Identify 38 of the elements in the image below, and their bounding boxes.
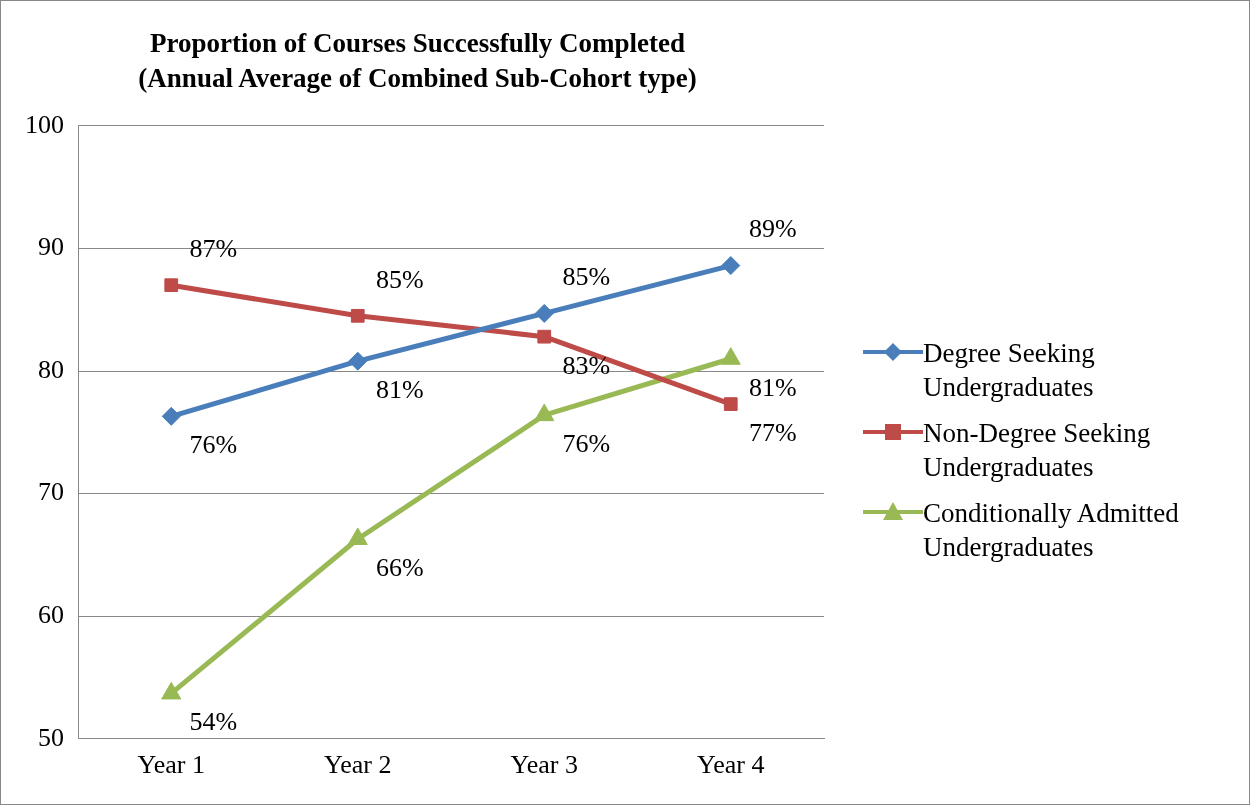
point bbox=[350, 308, 365, 323]
y-tick-label: 70 bbox=[38, 477, 64, 507]
point bbox=[537, 329, 552, 344]
legend-label: Non-Degree Seeking Undergraduates bbox=[923, 417, 1152, 484]
x-tick-label: Year 4 bbox=[697, 750, 765, 780]
data-label: 76% bbox=[189, 430, 238, 460]
data-label: 77% bbox=[748, 417, 797, 447]
data-label: 76% bbox=[562, 428, 611, 458]
y-tick-label: 50 bbox=[38, 722, 64, 752]
data-label: 66% bbox=[375, 552, 424, 582]
data-label: 87% bbox=[189, 234, 238, 264]
point bbox=[348, 351, 368, 371]
data-label: 83% bbox=[562, 350, 611, 380]
y-tick-label: 60 bbox=[38, 600, 64, 630]
point bbox=[161, 406, 181, 426]
data-label: 81% bbox=[748, 372, 797, 402]
x-tick-label: Year 3 bbox=[510, 750, 578, 780]
x-tick-label: Year 2 bbox=[324, 750, 392, 780]
point bbox=[347, 527, 368, 545]
y-tick-label: 80 bbox=[38, 354, 64, 384]
point bbox=[723, 397, 738, 411]
y-tick-label: 100 bbox=[25, 109, 64, 139]
point bbox=[164, 278, 179, 293]
legend-label: Degree Seeking Undergraduates bbox=[923, 337, 1096, 404]
chart-subtitle: (Annual Average of Combined Sub-Cohort type) bbox=[138, 62, 697, 93]
point bbox=[721, 256, 741, 276]
point bbox=[534, 403, 555, 422]
data-label: 54% bbox=[189, 707, 238, 737]
data-label: 85% bbox=[375, 264, 424, 294]
data-label: 85% bbox=[562, 262, 611, 292]
point bbox=[161, 681, 182, 700]
data-label: 81% bbox=[375, 375, 424, 405]
y-tick-label: 90 bbox=[38, 232, 64, 262]
point bbox=[534, 303, 554, 323]
chart-title: Proportion of Courses Successfully Completed bbox=[150, 28, 685, 59]
data-label: 89% bbox=[748, 214, 797, 244]
legend-label: Conditionally Admitted Undergraduates bbox=[923, 497, 1180, 564]
x-tick-label: Year 1 bbox=[137, 750, 205, 780]
